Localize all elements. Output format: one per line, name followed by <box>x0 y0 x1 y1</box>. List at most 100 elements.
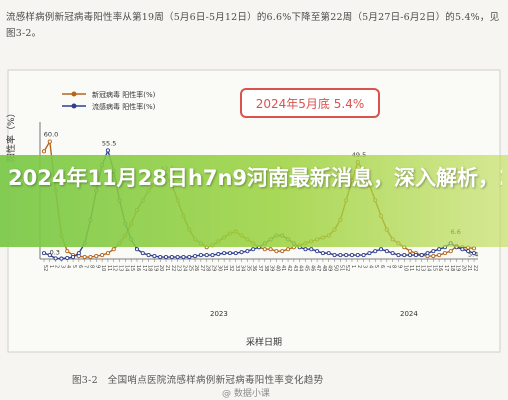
x-tick-label: 32 <box>228 265 234 271</box>
flu-point <box>466 249 471 254</box>
flu-point <box>332 253 337 258</box>
x-tick-label: 17 <box>141 265 147 271</box>
flu-point <box>175 254 180 260</box>
flu-point <box>204 253 209 258</box>
x-tick-label: 52 <box>42 265 48 271</box>
x-tick-label: 18 <box>147 265 153 271</box>
covid-point <box>82 254 87 260</box>
flu-point <box>396 253 401 258</box>
x-tick-label: 48 <box>321 265 327 271</box>
x-tick-label: 49 <box>327 265 333 271</box>
x-tick-label: 26 <box>193 265 199 271</box>
x-tick-label: 22 <box>170 265 176 271</box>
x-tick-label: 47 <box>315 265 321 271</box>
x-tick-label: 10 <box>100 265 106 271</box>
covid-point <box>65 249 70 254</box>
flu-point <box>181 254 186 260</box>
x-tick-label: 24 <box>181 265 187 271</box>
x-tick-label: 8 <box>88 265 94 268</box>
covid-point <box>280 249 285 254</box>
x-tick-label: 36 <box>251 265 257 271</box>
flu-point <box>303 247 308 252</box>
covid-point <box>100 253 105 258</box>
flu-point <box>338 253 343 258</box>
flu-point <box>222 251 227 256</box>
flu-point <box>198 253 203 258</box>
x-tick-label: 23 <box>176 265 182 271</box>
x-tick-label: 27 <box>199 265 205 271</box>
x-tick-label: 16 <box>135 265 141 271</box>
covid-point <box>448 249 453 254</box>
flu-point <box>367 251 372 256</box>
headline-banner <box>0 155 508 247</box>
x-tick-label: 21 <box>164 265 170 271</box>
flu-point <box>402 253 407 258</box>
flu-point <box>105 148 110 153</box>
x-tick-label: 18 <box>449 265 455 271</box>
x-tick-label: 42 <box>286 265 292 271</box>
x-tick-label: 41 <box>280 265 286 271</box>
x-tick-label: 7 <box>83 265 89 268</box>
x-tick-label: 12 <box>112 265 118 271</box>
watermark-text: @ 数据小课 <box>222 389 270 399</box>
y-axis-label: 阳性率（%） <box>5 108 17 162</box>
flu-point <box>315 249 320 254</box>
x-tick-label: 4 <box>65 265 71 268</box>
flu-point <box>187 254 192 260</box>
x-tick-label: 19 <box>455 265 461 271</box>
x-tick-label: 1 <box>350 265 356 268</box>
x-tick-label: 8 <box>391 265 397 268</box>
x-tick-label: 31 <box>222 265 228 271</box>
flu-point <box>163 254 169 260</box>
flu-point <box>413 253 418 258</box>
x-tick-label: 20 <box>460 265 466 271</box>
covid-point <box>431 254 436 259</box>
x-tick-label: 10 <box>402 265 408 271</box>
flu-point <box>146 253 151 258</box>
x-tick-label: 6 <box>77 265 83 268</box>
x-tick-label: 51 <box>338 265 344 271</box>
x-tick-label: 2 <box>356 265 362 268</box>
flu-point <box>390 251 395 256</box>
x-tick-label: 11 <box>106 265 112 271</box>
covid-point <box>262 247 267 252</box>
x-tick-label: 1 <box>48 265 54 268</box>
x-tick-label: 35 <box>245 265 251 271</box>
data-label: 55.5 <box>102 139 116 147</box>
x-tick-label: 14 <box>123 265 129 271</box>
flu-point <box>309 247 314 252</box>
article-paragraph: 流感样病例新冠病毒阳性率从第19周（5月6日-5月12日）的6.6%下降至第22… <box>6 12 500 39</box>
covid-point <box>274 249 279 254</box>
flu-point <box>384 249 389 254</box>
flu-point <box>71 254 76 260</box>
flu-point <box>349 253 355 258</box>
figure-caption: 图3-2 全国哨点医院流感样病例新冠病毒阳性率变化趋势 <box>72 375 324 386</box>
x-tick-label: 11 <box>408 265 414 271</box>
flu-point <box>431 249 436 254</box>
covid-point <box>105 251 110 256</box>
covid-point <box>408 249 413 254</box>
data-label: 60.0 <box>44 131 58 139</box>
flu-point <box>425 251 430 256</box>
flu-point <box>193 254 198 259</box>
x-tick-label: 16 <box>437 265 443 271</box>
x-tick-label: 43 <box>292 265 298 271</box>
flu-point <box>169 254 174 260</box>
flu-point <box>320 251 325 256</box>
flu-point <box>437 247 442 252</box>
x-tick-label: 46 <box>309 265 315 271</box>
x-tick-label: 52 <box>344 265 350 271</box>
flu-point <box>344 253 349 258</box>
flu-point <box>47 253 52 258</box>
covid-point <box>268 247 273 252</box>
x-tick-label: 5 <box>373 265 379 268</box>
x-tick-label: 17 <box>443 265 449 271</box>
flu-point <box>140 251 145 256</box>
covid-point <box>41 149 47 154</box>
flu-point <box>65 255 70 261</box>
x-tick-label: 9 <box>396 265 402 268</box>
year-label-2023: 2023 <box>210 310 228 318</box>
headline-text[interactable]: 2024年11月28日h7n9河南最新消息，深入解析，2024年11 <box>8 166 502 190</box>
x-tick-label: 7 <box>385 265 391 268</box>
x-tick-label: 21 <box>466 265 472 271</box>
